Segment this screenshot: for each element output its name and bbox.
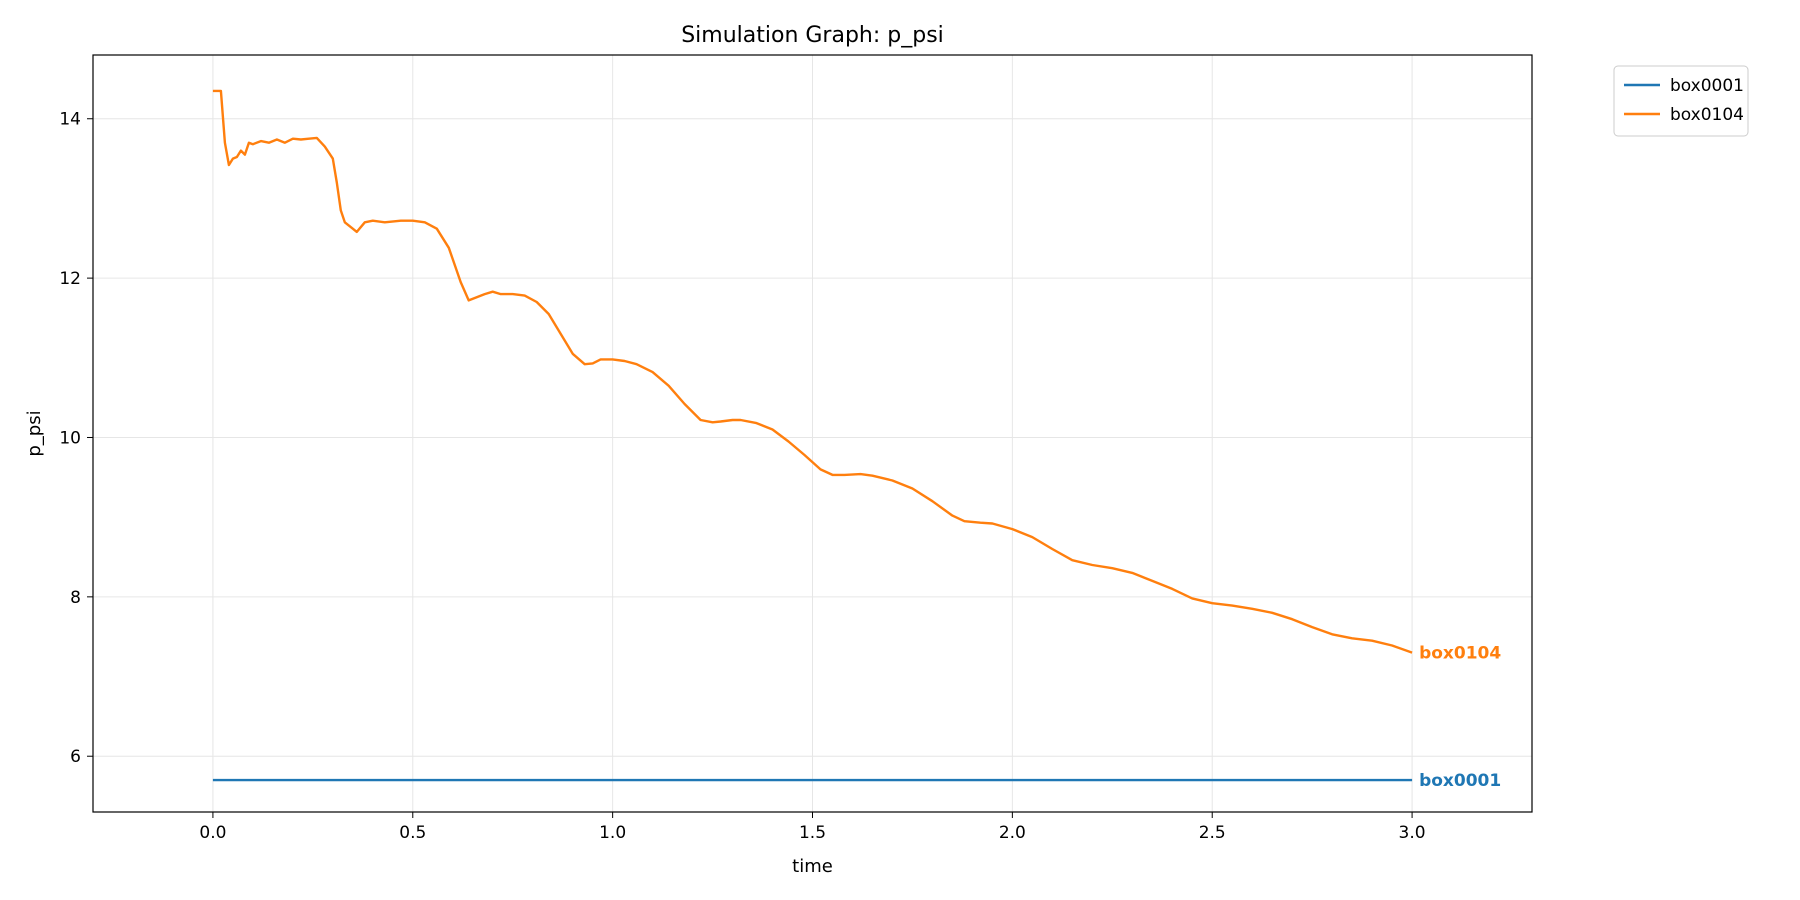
x-tick-label: 1.0 bbox=[599, 823, 626, 843]
series-line-box0104 bbox=[212, 89, 1413, 654]
legend-box bbox=[1613, 65, 1749, 137]
x-tick-label: 1.5 bbox=[799, 823, 826, 843]
x-axis-ticks: 0.0 0.5 1.0 1.5 2.0 2.5 3.0 bbox=[199, 812, 1426, 843]
x-tick-label: 2.0 bbox=[999, 823, 1026, 843]
x-tick-label: 0.0 bbox=[199, 823, 226, 843]
y-tick-label: 6 bbox=[70, 747, 81, 767]
legend: box0001 box0104 bbox=[1613, 65, 1749, 137]
chart-title: Simulation Graph: p_psi bbox=[681, 23, 944, 48]
x-axis-label: time bbox=[792, 856, 833, 877]
x-tick-label: 2.5 bbox=[1199, 823, 1226, 843]
legend-label-box0104: box0104 bbox=[1670, 105, 1744, 125]
y-tick-label: 12 bbox=[59, 269, 81, 289]
end-label-box0001: box0001 bbox=[1419, 771, 1501, 791]
y-tick-label: 14 bbox=[59, 110, 81, 130]
y-axis-label: p_psi bbox=[24, 410, 45, 456]
x-tick-label: 0.5 bbox=[399, 823, 426, 843]
series-layer bbox=[212, 89, 1413, 782]
y-tick-label: 10 bbox=[59, 428, 81, 448]
end-labels: box0001 box0104 bbox=[1419, 644, 1501, 791]
x-tick-label: 3.0 bbox=[1399, 823, 1426, 843]
y-axis-ticks: 6 8 10 12 14 bbox=[59, 110, 93, 767]
legend-label-box0001: box0001 bbox=[1670, 76, 1744, 96]
y-tick-label: 8 bbox=[70, 588, 81, 608]
grid bbox=[93, 55, 1532, 812]
end-label-box0104: box0104 bbox=[1419, 644, 1501, 664]
